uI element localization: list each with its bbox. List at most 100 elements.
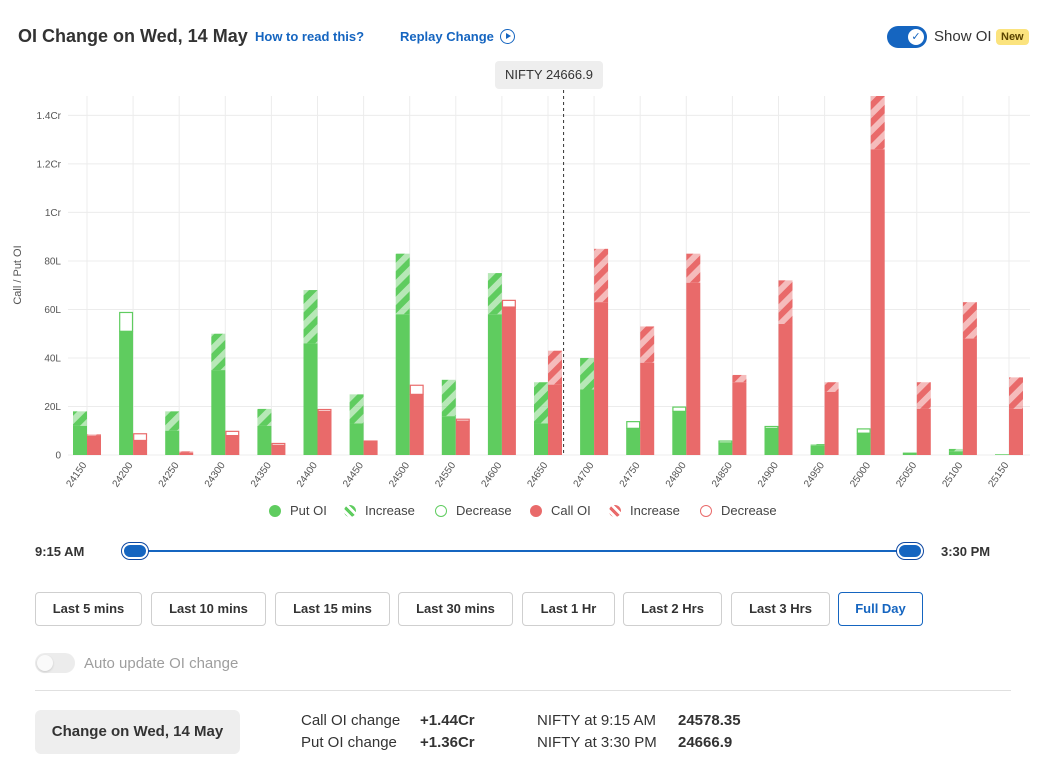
put-oi-change-value: +1.36Cr [420, 734, 475, 751]
auto-update-toggle[interactable] [35, 653, 75, 673]
y-tick-label: 80L [44, 256, 61, 267]
call-oi-bar [870, 149, 885, 455]
put-oi-bar [395, 314, 410, 455]
range-button-last-2-hrs[interactable]: Last 2 Hrs [623, 592, 722, 626]
put-oi-bar [211, 370, 226, 455]
put-oi-increase-bar [257, 408, 272, 426]
x-tick-label: 24600 [479, 460, 504, 489]
put-oi-bar [349, 423, 364, 455]
slider-start-time: 9:15 AM [35, 544, 85, 559]
x-tick-label: 24800 [664, 460, 689, 489]
show-oi-label: Show OI [934, 28, 992, 45]
legend-label: Increase [630, 503, 680, 518]
x-tick-label: 24750 [618, 460, 643, 489]
put-oi-decrease-bar [626, 421, 641, 429]
replay-change-link[interactable]: Replay Change [400, 29, 494, 44]
legend-label: Call OI [551, 503, 591, 518]
nifty-end-label: NIFTY at 3:30 PM [537, 734, 657, 751]
divider [35, 690, 1011, 691]
y-tick-label: 1Cr [45, 208, 62, 219]
x-tick-label: 24550 [433, 460, 458, 489]
x-tick-label: 25000 [848, 460, 873, 489]
range-button-last-15-mins[interactable]: Last 15 mins [275, 592, 390, 626]
put-oi-decrease-bar [856, 428, 871, 434]
put-oi-bar [73, 425, 87, 455]
put-oi-bar [580, 389, 595, 455]
legend-label: Decrease [456, 503, 512, 518]
nifty-end-value: 24666.9 [678, 734, 733, 751]
call-oi-decrease-bar [501, 299, 516, 308]
legend-swatch-icon [609, 505, 621, 517]
put-oi-bar [764, 428, 779, 455]
check-icon: ✓ [908, 29, 924, 45]
call-oi-bar [363, 440, 378, 455]
x-tick-label: 24150 [64, 460, 89, 489]
legend-swatch-icon [530, 505, 542, 517]
put-oi-bar [165, 430, 180, 455]
put-oi-increase-bar [73, 411, 87, 426]
call-oi-bar [778, 324, 793, 455]
range-button-last-3-hrs[interactable]: Last 3 Hrs [731, 592, 830, 626]
call-oi-decrease-bar [133, 433, 148, 442]
nifty-start-label: NIFTY at 9:15 AM [537, 712, 656, 729]
call-oi-bar [640, 362, 655, 455]
range-button-full-day[interactable]: Full Day [838, 592, 923, 626]
show-oi-toggle[interactable]: ✓ [887, 26, 927, 48]
how-to-read-link[interactable]: How to read this? [255, 29, 365, 44]
put-oi-increase-bar [303, 290, 318, 344]
x-tick-label: 24450 [341, 460, 366, 489]
x-tick-label: 24900 [756, 460, 781, 489]
put-oi-bar [995, 454, 1009, 455]
slider-end-handle[interactable] [897, 543, 923, 559]
call-oi-increase-bar [778, 280, 793, 325]
put-oi-increase-bar [395, 253, 410, 315]
put-oi-decrease-bar [672, 406, 687, 412]
y-tick-label: 0 [55, 451, 61, 462]
put-oi-bar [626, 428, 641, 455]
call-oi-increase-bar [548, 350, 562, 385]
call-oi-bar [87, 435, 101, 455]
time-range-slider-track[interactable] [135, 550, 910, 552]
call-oi-increase-bar [870, 96, 885, 150]
call-oi-bar [732, 382, 747, 455]
call-oi-bar [409, 394, 424, 455]
x-tick-label: 25150 [986, 460, 1011, 489]
call-oi-bar [962, 338, 977, 455]
put-oi-bar [672, 411, 687, 455]
call-oi-decrease-bar [455, 418, 470, 422]
call-oi-change-value: +1.44Cr [420, 712, 475, 729]
put-oi-bar [948, 451, 963, 455]
put-oi-bar [119, 331, 134, 455]
call-oi-increase-bar [594, 248, 609, 303]
call-oi-increase-bar [824, 382, 839, 392]
legend-swatch-icon [700, 505, 712, 517]
call-oi-increase-bar [916, 382, 931, 409]
y-tick-label: 1.2Cr [37, 159, 62, 170]
call-oi-bar [686, 282, 701, 455]
call-oi-increase-bar [1009, 377, 1023, 409]
range-button-last-10-mins[interactable]: Last 10 mins [151, 592, 266, 626]
play-circle-icon[interactable] [500, 29, 515, 44]
legend-label: Decrease [721, 503, 777, 518]
x-tick-label: 24250 [157, 460, 182, 489]
range-button-last-5-mins[interactable]: Last 5 mins [35, 592, 142, 626]
y-tick-label: 40L [44, 353, 61, 364]
legend-swatch-icon [435, 505, 447, 517]
call-oi-bar [133, 440, 148, 455]
x-tick-label: 24350 [249, 460, 274, 489]
slider-end-time: 3:30 PM [941, 544, 991, 559]
put-oi-bar [441, 416, 456, 455]
range-button-last-30-mins[interactable]: Last 30 mins [398, 592, 513, 626]
put-oi-bar [810, 445, 825, 455]
range-button-last-1-hr[interactable]: Last 1 Hr [522, 592, 615, 626]
x-tick-label: 25050 [894, 460, 919, 489]
legend-swatch-icon [269, 505, 281, 517]
call-oi-increase-bar [179, 451, 194, 453]
put-oi-decrease-bar [764, 425, 779, 429]
new-badge: New [996, 29, 1029, 45]
x-tick-label: 24650 [525, 460, 550, 489]
change-date-button[interactable]: Change on Wed, 14 May [35, 710, 240, 754]
put-oi-bar [902, 452, 917, 455]
x-tick-label: 24950 [802, 460, 827, 489]
slider-start-handle[interactable] [122, 543, 148, 559]
